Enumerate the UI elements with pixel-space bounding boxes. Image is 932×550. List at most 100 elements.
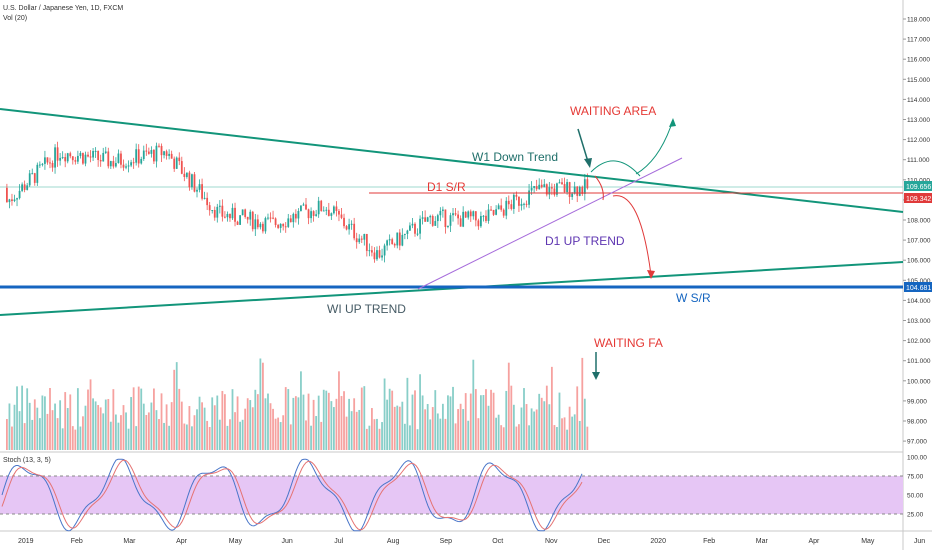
candle-body xyxy=(464,211,467,218)
candle-body xyxy=(277,224,280,228)
price-tick-label: 99.000 xyxy=(907,398,927,405)
volume-bar xyxy=(6,419,8,450)
w1-down-trend-line[interactable] xyxy=(0,108,904,213)
candle-body xyxy=(373,252,376,260)
candle-body xyxy=(477,220,480,227)
volume-bar xyxy=(191,426,193,450)
candle-body xyxy=(439,210,442,216)
volume-bar xyxy=(254,389,257,450)
volume-bar xyxy=(416,429,419,450)
volume-bar xyxy=(21,385,24,450)
volume-bar xyxy=(82,416,84,450)
volume-bar xyxy=(510,385,513,450)
candle-body xyxy=(173,158,176,169)
candle-body xyxy=(262,223,264,232)
volume-bar xyxy=(411,394,414,450)
candle-body xyxy=(185,172,188,177)
candle-body xyxy=(208,205,211,211)
volume-bar xyxy=(495,417,498,450)
volume-bar xyxy=(137,386,140,450)
candle-body xyxy=(51,162,54,168)
candle-body xyxy=(305,204,307,210)
volume-bar xyxy=(11,426,13,450)
candle-body xyxy=(355,238,358,243)
volume-bar xyxy=(160,393,163,450)
candle-body xyxy=(122,164,125,168)
candle-body xyxy=(388,239,391,241)
candle-body xyxy=(365,233,368,251)
waiting-fa-label: WAITING FA xyxy=(594,336,663,350)
candle-body xyxy=(264,218,267,232)
volume-bar xyxy=(469,393,472,450)
candle-body xyxy=(530,187,533,191)
volume-bar xyxy=(256,394,259,450)
candle-body xyxy=(87,154,89,157)
candle-body xyxy=(568,182,571,197)
stoch-axis: 100.00 75.00 50.00 25.00 xyxy=(907,455,927,519)
candle-body xyxy=(480,216,482,227)
volume-bar xyxy=(56,418,59,450)
candle-body xyxy=(378,250,381,258)
candle-body xyxy=(353,223,356,239)
volume-bar xyxy=(158,419,160,450)
volume-bar xyxy=(474,389,477,450)
candle-body xyxy=(196,189,198,192)
volume-bar xyxy=(421,395,424,450)
volume-bar xyxy=(381,422,383,450)
candle-body xyxy=(424,217,427,222)
w1-down-trend-label: W1 Down Trend xyxy=(472,150,558,164)
candle-body xyxy=(221,205,224,217)
volume-bar xyxy=(307,393,310,450)
candle-body xyxy=(505,200,508,216)
volume-bar xyxy=(464,393,467,450)
price-tick-label: 105.000 xyxy=(907,278,931,285)
candle-body xyxy=(251,211,254,230)
volume-bar xyxy=(480,395,482,450)
candle-body xyxy=(553,188,556,195)
candle-body xyxy=(462,211,465,227)
candle-body xyxy=(33,173,36,183)
candle-body xyxy=(287,218,290,227)
volume-bar xyxy=(132,387,135,450)
time-tick-label: Sep xyxy=(440,538,453,545)
volume-bar xyxy=(185,424,188,450)
volume-bar xyxy=(340,396,343,450)
volume-bar xyxy=(41,395,44,450)
candle-body xyxy=(127,165,130,167)
time-tick-label: May xyxy=(229,538,243,545)
volume-bar xyxy=(259,358,262,450)
candle-body xyxy=(180,161,183,174)
candle-body xyxy=(272,217,274,219)
volume-bar xyxy=(439,418,442,450)
candle-body xyxy=(406,230,409,234)
candle-body xyxy=(198,184,201,190)
volume-bar xyxy=(457,409,459,450)
time-tick-label: Feb xyxy=(71,538,83,545)
volume-bar xyxy=(16,386,18,450)
volume-bar xyxy=(112,389,115,450)
candle-body xyxy=(421,217,424,219)
volume-bar xyxy=(211,397,214,450)
projection-down-short xyxy=(594,175,604,201)
volume-bar xyxy=(388,388,391,450)
price-tick-label: 107.000 xyxy=(907,238,931,245)
candle-body xyxy=(59,157,62,161)
volume-bar xyxy=(358,409,361,450)
volume-bar xyxy=(244,408,247,450)
candle-body xyxy=(518,196,520,206)
volume-bar xyxy=(576,386,579,450)
projection-up-arrow xyxy=(635,119,674,175)
d1-up-trend-line[interactable] xyxy=(417,157,683,290)
price-axis[interactable]: 118.000 117.000 116.000 115.000 114.000 113.0… xyxy=(903,17,931,446)
arrow-head xyxy=(592,372,600,380)
candle-body xyxy=(213,210,216,218)
volume-bar xyxy=(444,418,447,450)
volume-bar xyxy=(566,429,568,450)
candle-body xyxy=(135,149,138,163)
time-axis[interactable]: 2019 Feb Mar Apr May Jun Jul Aug Sep Oct Nov Dec 202… xyxy=(18,538,925,545)
volume-bar xyxy=(18,411,21,450)
volume-bar xyxy=(345,416,348,450)
volume-bar xyxy=(376,418,378,450)
candle-body xyxy=(545,184,548,195)
